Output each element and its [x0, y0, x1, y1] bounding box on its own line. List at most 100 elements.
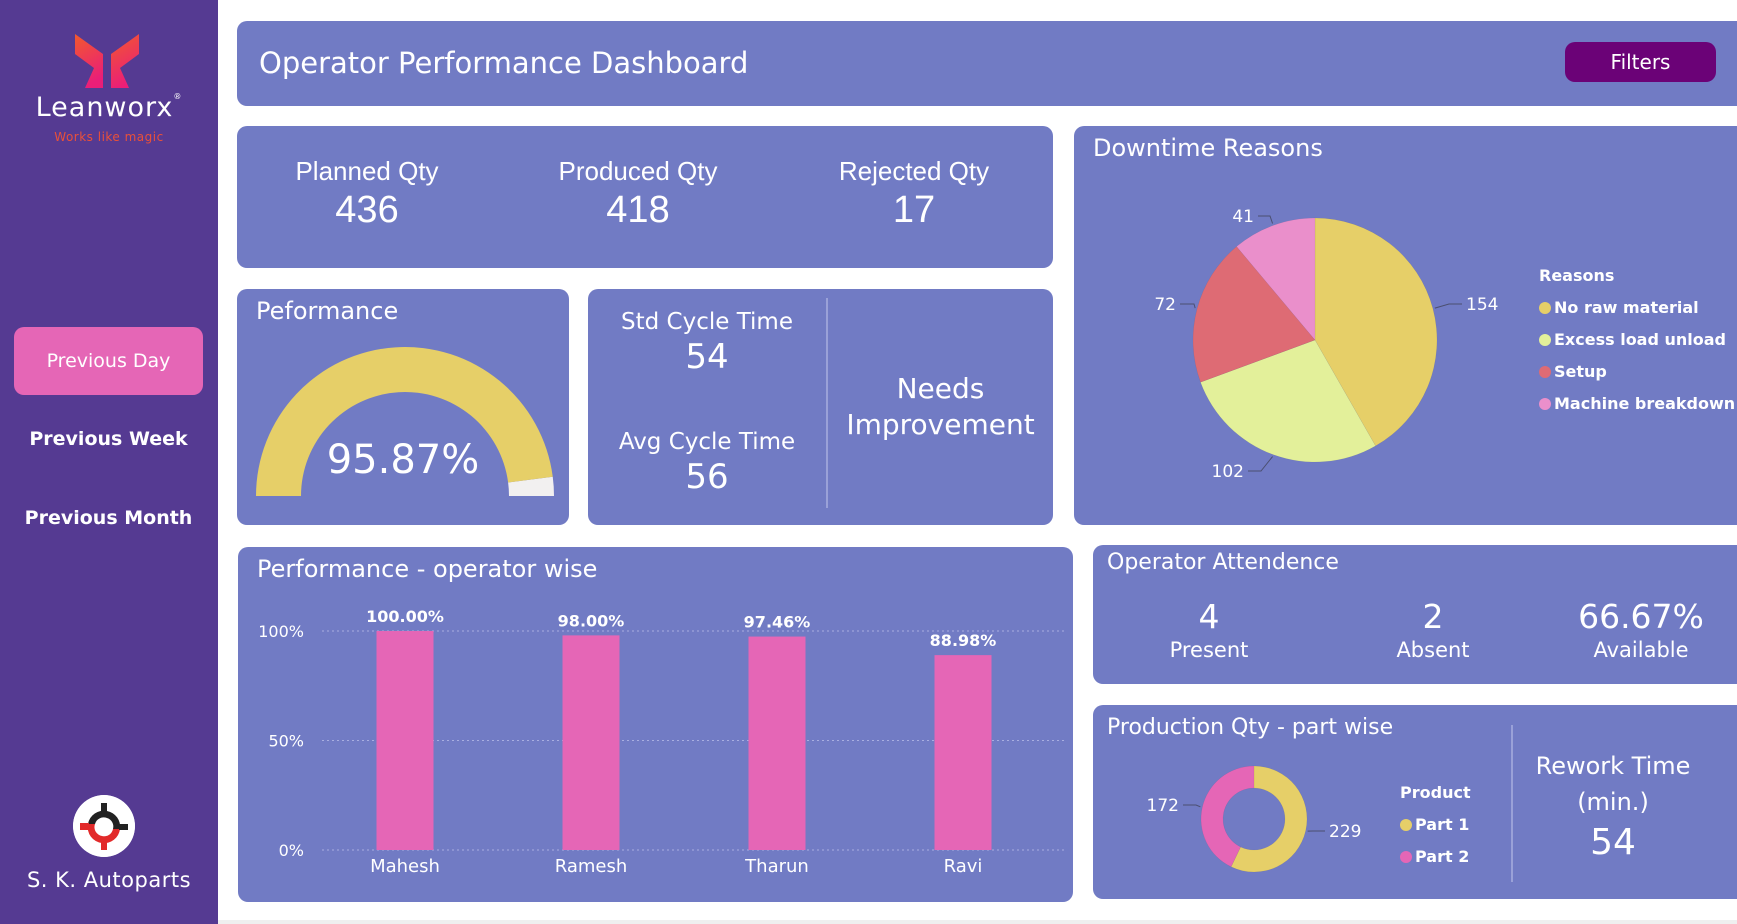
legend-title: Product [1400, 783, 1471, 802]
avg-cycle-time-value: 56 [685, 457, 729, 497]
pie-slice-part-2 [1200, 765, 1255, 868]
leader-line [1258, 215, 1274, 224]
brand-name-text: Leanworx [35, 92, 174, 123]
attendance-present: 4 Present [1109, 597, 1309, 662]
y-tick-label: 100% [258, 622, 304, 641]
kpi-value: 17 [892, 189, 936, 231]
x-tick-label: Tharun [744, 856, 809, 877]
kpi-value: 418 [606, 189, 670, 231]
rework-label-line2: (min.) [1577, 788, 1649, 816]
legend-item: Part 1 [1415, 815, 1469, 834]
pie-slice-machine-breakdown [1236, 217, 1316, 341]
performance-gauge [256, 347, 554, 496]
attendance-absent: 2 Absent [1333, 597, 1533, 662]
cycle-status-line2: Improvement [846, 408, 1035, 441]
operator-attendance-card: Operator Attendence 4 Present 2 Absent 6… [1093, 545, 1737, 684]
present-label: Present [1169, 638, 1249, 662]
bar-data-label: 100.00% [366, 607, 444, 626]
divider [1511, 725, 1513, 882]
nav-previous-week[interactable]: Previous Week [29, 428, 188, 450]
company-logo-icon [73, 795, 135, 857]
legend-item: Machine breakdown [1554, 394, 1735, 413]
legend-item: Excess load unload [1554, 330, 1726, 349]
downtime-pie-chart: 154 102 72 41 Reasons No raw material Excess … [1154, 207, 1735, 482]
rework-time: Rework Time (min.) 54 [1513, 748, 1713, 863]
cycle-time-card: Std Cycle Time 54 Avg Cycle Time 56 Need… [588, 289, 1053, 525]
pie-slice-no-raw-material [1314, 217, 1438, 447]
data-label: 172 [1147, 796, 1179, 816]
y-tick-label: 0% [279, 841, 304, 860]
data-label: 102 [1212, 462, 1244, 482]
std-cycle-time: Std Cycle Time 54 [588, 309, 826, 377]
rework-label-line1: Rework Time [1535, 752, 1691, 780]
production-part-wise-card: 229 172 Product Part 1 Part 2 Production Qt… [1093, 705, 1737, 899]
legend-marker [1539, 366, 1551, 378]
data-label: 72 [1154, 295, 1176, 315]
kpi-value: 436 [335, 189, 399, 231]
pie-slice-excess-load-unload [1200, 339, 1376, 463]
brand-tagline: Works like magic [54, 130, 164, 144]
gauge-remaining-arc [508, 476, 554, 496]
bar-data-label: 97.46% [744, 613, 811, 632]
kpi-rejected-qty: Rejected Qty 17 [784, 156, 1044, 232]
operator-performance-title: Performance - operator wise [257, 555, 598, 583]
downtime-reasons-card: 154 102 72 41 Reasons No raw material Excess … [1074, 126, 1737, 525]
kpi-label: Rejected Qty [838, 156, 990, 186]
x-tick-label: Ramesh [555, 856, 628, 877]
legend-marker [1539, 334, 1551, 346]
kpi-planned-qty: Planned Qty 436 [237, 156, 497, 232]
std-cycle-time-label: Std Cycle Time [621, 309, 793, 335]
filters-button[interactable]: Filters [1565, 42, 1716, 82]
x-tick-label: Ravi [944, 856, 983, 877]
nav-previous-month[interactable]: Previous Month [24, 507, 193, 529]
std-cycle-time-value: 54 [685, 337, 729, 377]
part-production-donut-chart: 229 172 Product Part 1 Part 2 [1147, 765, 1471, 873]
brand-name: Leanworx® [0, 92, 218, 123]
leader-line [1434, 303, 1462, 309]
pie-slice-part-1 [1230, 765, 1308, 873]
attendance-title: Operator Attendence [1107, 550, 1339, 575]
data-label: 41 [1232, 207, 1254, 227]
downtime-title: Downtime Reasons [1093, 134, 1323, 162]
avg-cycle-time: Avg Cycle Time 56 [588, 429, 826, 497]
company-name: S. K. Autoparts [26, 868, 192, 892]
legend-marker [1539, 302, 1551, 314]
avg-cycle-time-label: Avg Cycle Time [618, 429, 796, 455]
legend-title: Reasons [1539, 266, 1614, 285]
attendance-available: 66.67% Available [1541, 597, 1737, 662]
performance-value: 95.87% [326, 437, 480, 483]
bar-mahesh [376, 631, 434, 850]
legend-item: Part 2 [1415, 847, 1469, 866]
absent-value: 2 [1422, 597, 1444, 636]
cycle-status: Needs Improvement [828, 371, 1053, 443]
rework-time-label: Rework Time (min.) [1513, 748, 1713, 820]
bar-ramesh [562, 635, 620, 850]
nav-previous-day[interactable]: Previous Day [14, 327, 203, 395]
registered-mark: ® [173, 92, 183, 101]
kpi-label: Produced Qty [558, 156, 718, 186]
legend-item: Setup [1554, 362, 1607, 381]
bar-data-label: 88.98% [930, 631, 997, 650]
sidebar: Leanworx® Works like magic Previous Day … [0, 0, 218, 924]
pie-slice-setup [1192, 246, 1316, 383]
present-value: 4 [1198, 597, 1220, 636]
production-title: Production Qty - part wise [1107, 715, 1394, 740]
bar-ravi [934, 655, 992, 850]
available-value: 66.67% [1578, 597, 1704, 636]
gauge-fill-arc [256, 347, 553, 496]
page-title: Operator Performance Dashboard [259, 46, 749, 80]
kpi-produced-qty: Produced Qty 418 [508, 156, 768, 232]
legend-marker [1400, 819, 1412, 831]
leader-line [1180, 303, 1196, 309]
bar-tharun [748, 636, 806, 850]
bar-data-label: 98.00% [558, 611, 625, 630]
bottom-divider [218, 920, 1737, 924]
x-tick-label: Mahesh [370, 856, 440, 877]
legend-item: No raw material [1554, 298, 1699, 317]
rework-time-value: 54 [1590, 822, 1636, 863]
absent-label: Absent [1396, 638, 1470, 662]
performance-gauge-card: Peformance 95.87% [237, 289, 569, 525]
operator-performance-bar-chart: 0% 50% 100% 100.00% Mahesh 98.00% Ramesh 97.46… [258, 607, 1066, 877]
available-label: Available [1593, 638, 1689, 662]
operator-performance-card: 0% 50% 100% 100.00% Mahesh 98.00% Ramesh 97.46… [238, 547, 1073, 902]
